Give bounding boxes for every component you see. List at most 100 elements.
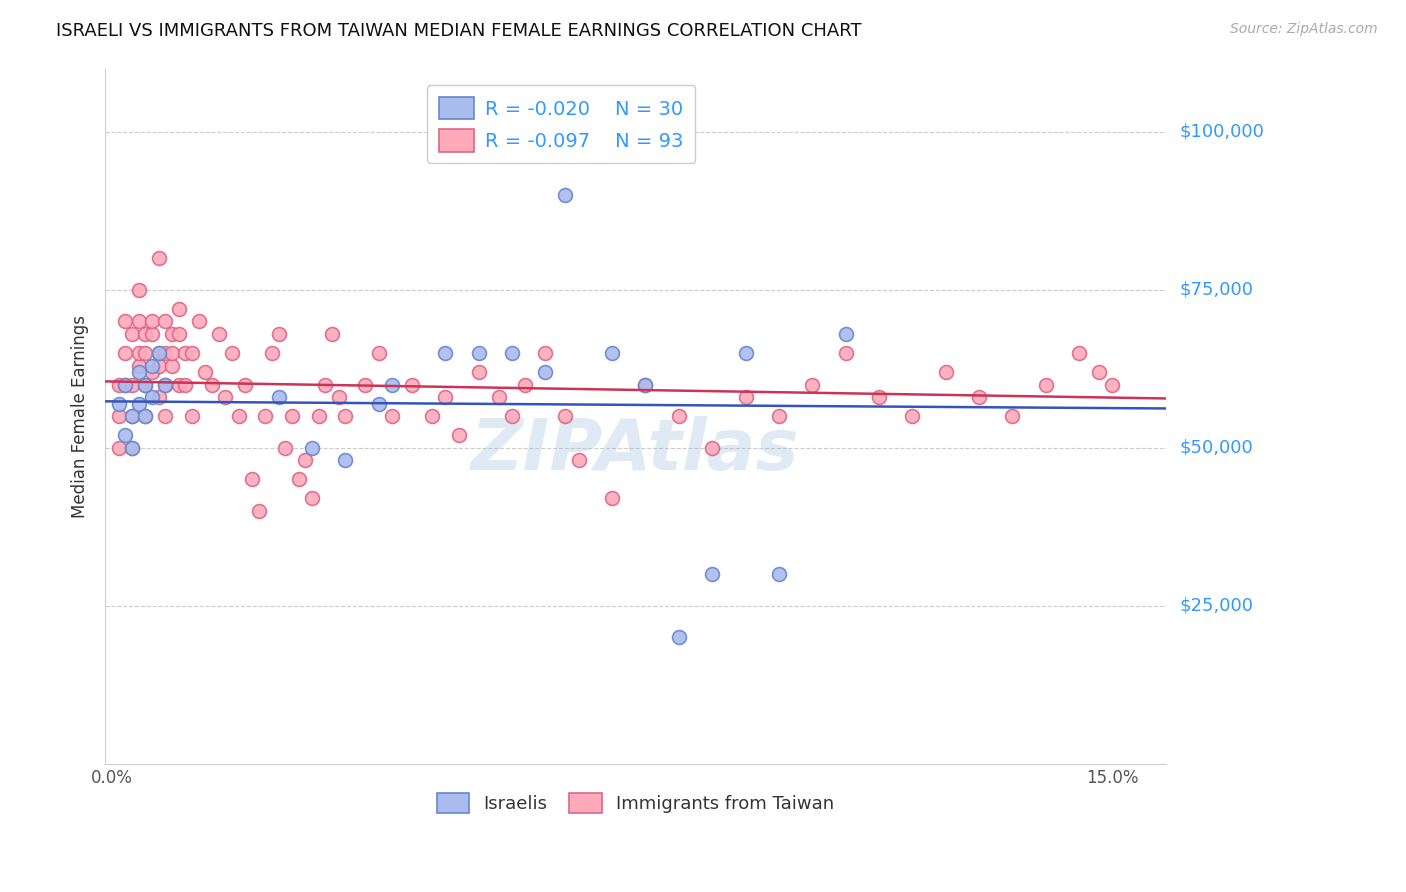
Point (702, 441, 724, 455)
Point (180, 409, 202, 424)
Point (1067, 346, 1090, 360)
Text: ISRAELI VS IMMIGRANTS FROM TAIWAN MEDIAN FEMALE EARNINGS CORRELATION CHART: ISRAELI VS IMMIGRANTS FROM TAIWAN MEDIAN… (56, 22, 862, 40)
Point (488, 390, 510, 404)
Point (901, 409, 924, 424)
Point (434, 346, 457, 360)
Point (287, 472, 309, 486)
Point (501, 409, 523, 424)
Point (167, 326, 190, 341)
Point (301, 441, 323, 455)
Point (114, 377, 136, 392)
Point (128, 396, 150, 410)
Point (107, 441, 129, 455)
Point (668, 409, 690, 424)
Point (967, 390, 990, 404)
Point (1001, 409, 1024, 424)
Point (121, 377, 143, 392)
Point (534, 365, 557, 379)
Point (354, 377, 377, 392)
Point (141, 359, 163, 373)
Point (834, 326, 856, 341)
Point (148, 251, 170, 265)
Point (834, 346, 856, 360)
Point (801, 377, 824, 392)
Point (267, 390, 290, 404)
Point (221, 346, 243, 360)
Point (267, 326, 290, 341)
Point (668, 631, 690, 645)
Point (141, 326, 163, 341)
Point (167, 377, 190, 392)
Point (160, 359, 183, 373)
Text: $75,000: $75,000 (1180, 281, 1254, 299)
Point (335, 409, 357, 424)
Point (935, 365, 957, 379)
Point (568, 453, 591, 467)
Point (768, 567, 790, 582)
Y-axis label: Median Female Earnings: Median Female Earnings (72, 315, 89, 517)
Legend: Israelis, Immigrants from Taiwan: Israelis, Immigrants from Taiwan (426, 781, 845, 824)
Point (187, 314, 209, 328)
Point (155, 377, 177, 392)
Point (128, 283, 150, 297)
Point (254, 409, 277, 424)
Point (134, 409, 156, 424)
Text: ZIPAtlas: ZIPAtlas (471, 417, 800, 485)
Point (308, 409, 330, 424)
Point (180, 346, 202, 360)
Point (734, 390, 756, 404)
Point (233, 377, 256, 392)
Point (155, 409, 177, 424)
Point (702, 567, 724, 582)
Point (1088, 365, 1111, 379)
Point (155, 346, 177, 360)
Point (148, 359, 170, 373)
Point (554, 188, 576, 202)
Point (167, 301, 190, 316)
Text: Source: ZipAtlas.com: Source: ZipAtlas.com (1230, 22, 1378, 37)
Point (128, 346, 150, 360)
Point (214, 390, 236, 404)
Point (134, 409, 156, 424)
Point (155, 377, 177, 392)
Point (107, 396, 129, 410)
Point (554, 409, 576, 424)
Point (134, 377, 156, 392)
Point (401, 377, 423, 392)
Point (207, 326, 229, 341)
Point (194, 365, 217, 379)
Point (515, 377, 537, 392)
Point (141, 314, 163, 328)
Point (148, 390, 170, 404)
Point (1035, 377, 1057, 392)
Point (367, 396, 389, 410)
Point (274, 441, 297, 455)
Point (114, 428, 136, 442)
Point (281, 409, 304, 424)
Point (600, 346, 623, 360)
Point (634, 377, 657, 392)
Point (114, 346, 136, 360)
Point (301, 491, 323, 506)
Point (121, 409, 143, 424)
Point (155, 314, 177, 328)
Point (141, 365, 163, 379)
Text: $100,000: $100,000 (1180, 123, 1264, 141)
Point (534, 346, 557, 360)
Text: $25,000: $25,000 (1180, 597, 1254, 615)
Point (134, 377, 156, 392)
Point (467, 346, 489, 360)
Point (107, 377, 129, 392)
Point (134, 326, 156, 341)
Point (141, 390, 163, 404)
Point (314, 377, 336, 392)
Point (294, 453, 316, 467)
Point (467, 365, 489, 379)
Point (160, 346, 183, 360)
Point (174, 377, 197, 392)
Point (240, 472, 263, 486)
Point (868, 390, 890, 404)
Point (148, 346, 170, 360)
Point (381, 377, 404, 392)
Point (328, 390, 350, 404)
